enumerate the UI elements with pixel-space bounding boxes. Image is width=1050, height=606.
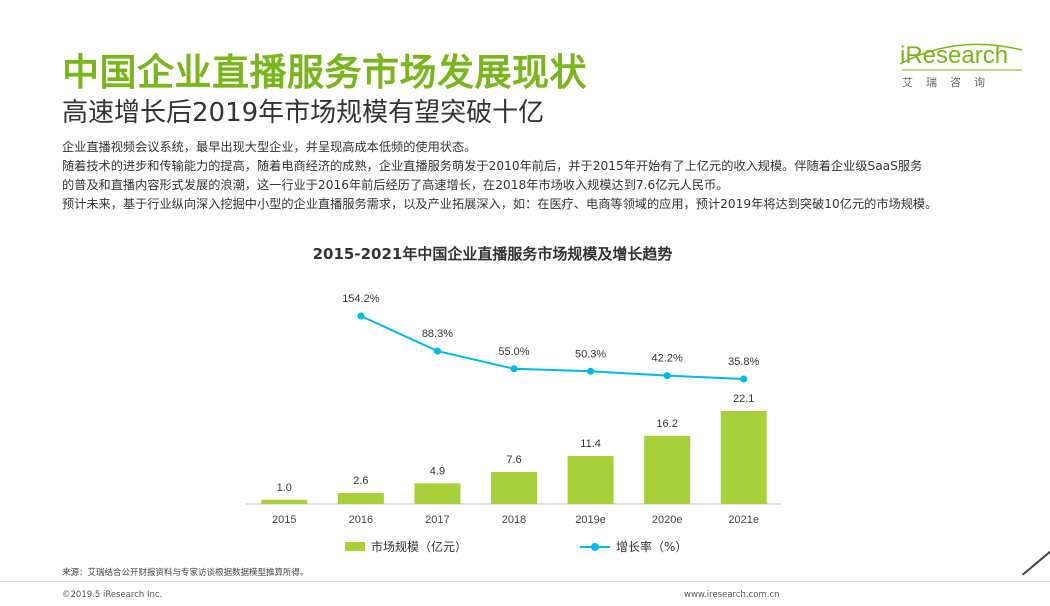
growth-point [663,372,671,380]
growth-point [357,312,365,320]
bar-value-label: 2.6 [353,475,368,487]
bar [414,483,461,504]
website-url: www.iresearch.com.cn [684,590,780,600]
x-tick-label: 2020e [652,514,683,526]
growth-value-label: 55.0% [498,346,529,358]
bar-value-label: 4.9 [430,465,445,477]
description-line: 预计未来，基于行业纵向深入挖掘中小型的企业直播服务需求，以及产业拓展深入，如：在… [62,197,938,211]
bar [720,411,767,504]
growth-value-label: 42.2% [652,353,683,365]
x-tick-label: 2021e [728,514,759,526]
footer-divider [0,581,1050,582]
bar-value-label: 22.1 [733,393,754,405]
legend-label: 市场规模（亿元） [371,540,468,554]
bar [261,499,308,504]
legend-label: 增长率（%） [616,540,688,554]
description-line: 企业直播视频会议系统，最早出现大型企业，并呈现高成本低频的使用状态。 [62,140,477,154]
bar-value-label: 1.0 [277,482,292,494]
growth-point [587,367,595,375]
copyright: ©2019.5 iResearch Inc. [62,590,163,600]
x-tick-label: 2019e [575,514,606,526]
growth-point [433,347,441,355]
x-tick-label: 2017 [425,514,449,526]
source-note: 来源：艾瑞结合公开财报资料与专家访谈根据数据模型推算所得。 [62,568,309,578]
bar-value-label: 11.4 [580,438,601,450]
bar-value-label: 7.6 [506,454,521,466]
x-tick-label: 2016 [349,514,373,526]
bar [491,472,537,504]
growth-point [510,365,518,373]
bar [337,493,384,504]
growth-line [360,315,744,380]
legend-item-market-size: 市场规模（亿元） [345,538,467,555]
legend-bar-swatch [345,542,365,551]
bar-value-label: 16.2 [656,418,677,430]
description-line: 随着技术的进步和传输能力的提高，随着电商经济的成熟，企业直播服务萌发于2010年… [62,159,923,173]
bar [567,456,614,504]
iresearch-logo: iResearch 艾瑞咨询 [896,42,1026,92]
description: 企业直播视频会议系统，最早出现大型企业，并呈现高成本低频的使用状态。 随着技术的… [62,138,1037,214]
chart-legend: 市场规模（亿元） 增长率（%） [0,538,1050,558]
growth-value-label: 50.3% [575,348,606,360]
description-line: 的普及和直播内容形式发展的浪潮，这一行业于2016年前后经历了高速增长，在201… [62,178,729,192]
x-tick-label: 2015 [272,514,296,526]
legend-line-swatch [580,542,610,552]
growth-value-label: 154.2% [342,293,380,305]
bar [644,435,691,504]
page-subtitle: 高速增长后2019年市场规模有望突破十亿 [62,98,545,128]
growth-value-label: 88.3% [422,328,453,340]
legend-item-growth-rate: 增长率（%） [580,538,687,555]
logo-swoosh-icon [899,43,1023,71]
logo-cn-name: 艾瑞咨询 [902,76,998,89]
chart-title: 2015-2021年中国企业直播服务市场规模及增长趋势 [312,245,673,263]
growth-point [740,375,748,383]
page-title: 中国企业直播服务市场发展现状 [62,51,587,94]
x-tick-label: 2018 [502,514,526,526]
growth-value-label: 35.8% [728,356,759,368]
